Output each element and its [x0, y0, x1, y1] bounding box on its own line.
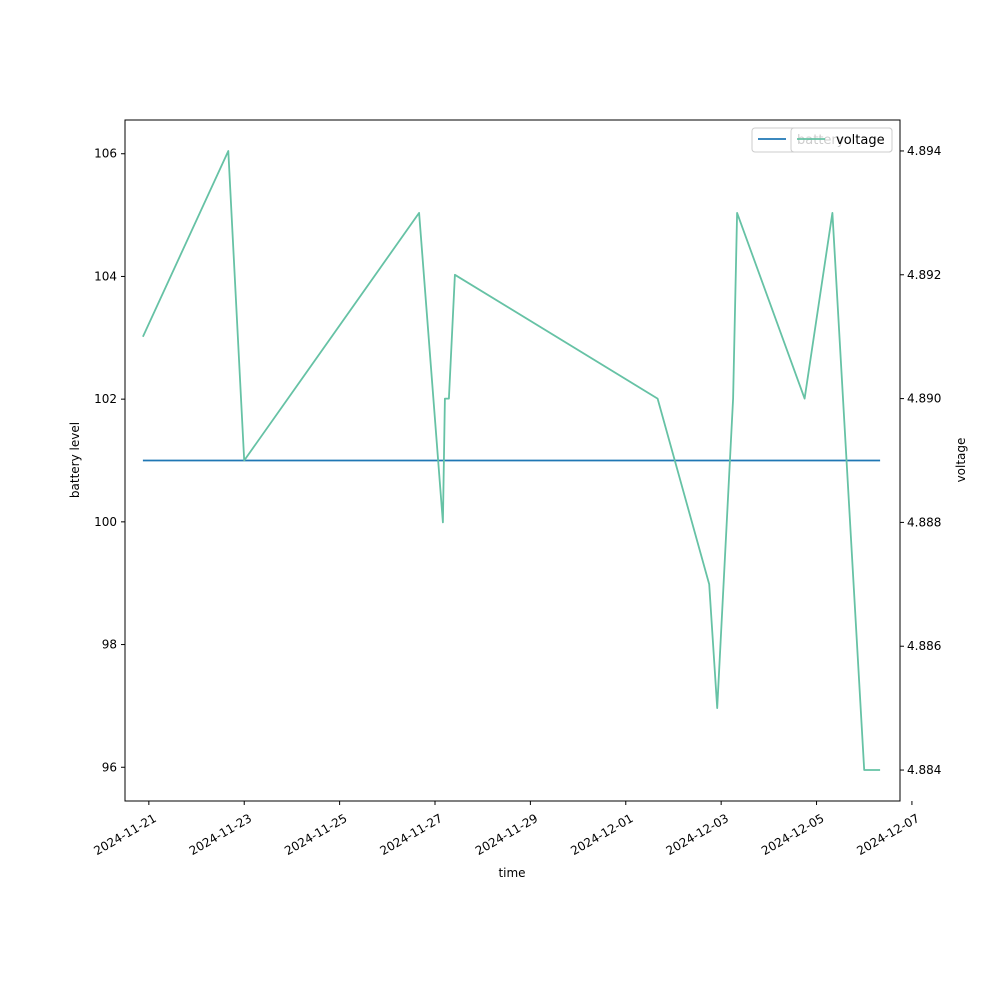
y-tick-label: 96 — [102, 760, 117, 774]
plot-frame — [124, 119, 901, 802]
series-line-voltage — [142, 150, 881, 771]
y2-tick-label: 4.884 — [907, 763, 941, 777]
y2-tick-label: 4.894 — [907, 144, 941, 158]
legend-voltage: voltage — [790, 127, 893, 153]
y2-tick-label: 4.888 — [907, 515, 941, 529]
y-axis-label: battery level — [68, 422, 82, 498]
y-tick-label: 106 — [94, 147, 117, 161]
y2-tick-label: 4.890 — [907, 392, 941, 406]
y-tick-label: 98 — [102, 638, 117, 652]
y-tick-label: 104 — [94, 269, 117, 283]
legend-label-voltage: voltage — [836, 133, 885, 148]
y-tick-label: 102 — [94, 392, 117, 406]
y-tick-label: 100 — [94, 515, 117, 529]
x-axis-label: time — [498, 866, 525, 880]
y2-axis-label: voltage — [954, 438, 968, 483]
y2-tick-label: 4.892 — [907, 268, 941, 282]
y2-tick-label: 4.886 — [907, 639, 941, 653]
